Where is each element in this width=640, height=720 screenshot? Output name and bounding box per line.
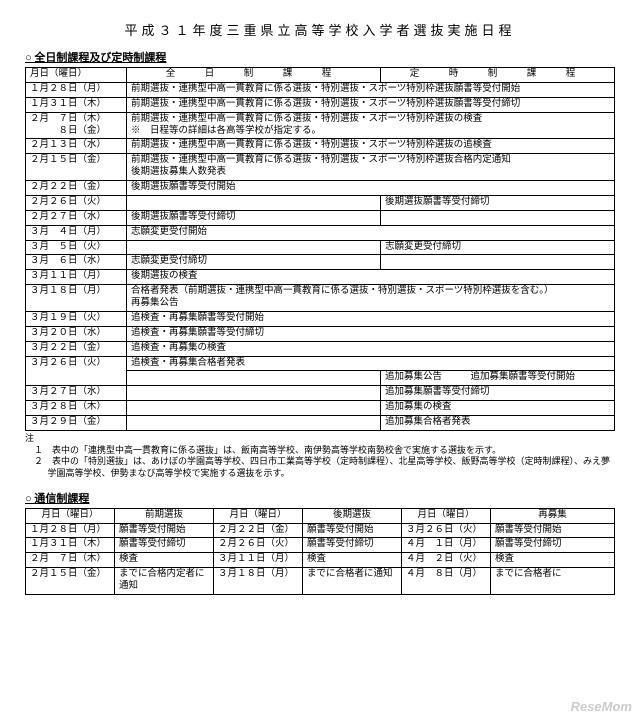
content-cell: 後期選抜の検査 xyxy=(127,270,615,285)
content-cell: 追加募集の検査 xyxy=(381,401,615,416)
content-cell: 願書等受付開始 xyxy=(303,523,402,538)
content-cell: 願書等受付開始 xyxy=(491,523,615,538)
content-cell: 合格者発表（前期選抜・連携型中高一貫教育に係る選抜・特別選抜・スポーツ特別枠選抜… xyxy=(127,285,615,312)
content-cell: 前期選抜・連携型中高一貫教育に係る選抜・特別選抜・スポーツ特別枠選抜の検査 ※ … xyxy=(127,112,615,139)
date-cell: ２月２６日（火） xyxy=(26,195,127,210)
date-cell: ３月２７日（水） xyxy=(26,386,127,401)
col-date: 月日（曜日） xyxy=(26,508,115,523)
date-cell: ３月１９日（火） xyxy=(26,311,127,326)
content-cell xyxy=(127,371,381,386)
date-cell: ２月１５日（金） xyxy=(26,568,115,595)
content-cell: 願書等受付開始 xyxy=(115,523,214,538)
content-cell: までに合格者に xyxy=(491,568,615,595)
col-fulltime: 全 日 制 課 程 xyxy=(127,68,381,83)
date-cell: ４月 １日（月） xyxy=(402,538,491,553)
content-cell xyxy=(127,386,381,401)
content-cell xyxy=(127,401,381,416)
date-cell: ３月 ５日（火） xyxy=(26,240,127,255)
content-cell: までに合格者に通知 xyxy=(303,568,402,595)
col-kouki: 後期選抜 xyxy=(303,508,402,523)
content-cell xyxy=(381,255,615,270)
content-cell: 検査 xyxy=(115,553,214,568)
content-cell: 検査 xyxy=(491,553,615,568)
col-date: 月日（曜日） xyxy=(402,508,491,523)
date-cell: ４月 ８日（月） xyxy=(402,568,491,595)
content-cell: 志願変更受付開始 xyxy=(127,225,615,240)
date-cell: ３月 ４日（月） xyxy=(26,225,127,240)
content-cell: 追検査・再募集合格者発表 xyxy=(127,356,615,371)
content-cell xyxy=(127,195,381,210)
content-cell: 志願変更受付締切 xyxy=(127,255,381,270)
section1-heading: 全日制課程及び定時制課程 xyxy=(25,49,615,65)
notes-block: 注 １ 表中の「連携型中高一貫教育に係る選抜」は、飯南高等学校、南伊勢高等学校南… xyxy=(25,433,615,480)
section2-heading: 通信制課程 xyxy=(25,490,615,506)
date-cell: １月３１日（木） xyxy=(26,538,115,553)
content-cell: 後期選抜願書等受付開始 xyxy=(127,181,615,196)
date-cell: ３月１８日（月） xyxy=(214,568,303,595)
date-cell: ３月１８日（月） xyxy=(26,285,127,312)
date-cell: ３月２０日（水） xyxy=(26,326,127,341)
col-saiboshu: 再募集 xyxy=(491,508,615,523)
date-cell: ３月１１日（月） xyxy=(26,270,127,285)
content-cell: 前期選抜・連携型中高一貫教育に係る選抜・特別選抜・スポーツ特別枠選抜願書等受付締… xyxy=(127,97,615,112)
date-cell: ３月 ６日（水） xyxy=(26,255,127,270)
content-cell: 追加募集願書等受付締切 xyxy=(381,386,615,401)
content-cell: 願書等受付締切 xyxy=(491,538,615,553)
page-title: 平成３１年度三重県立高等学校入学者選抜実施日程 xyxy=(25,20,615,39)
date-cell: １月３１日（木） xyxy=(26,97,127,112)
content-cell: 検査 xyxy=(303,553,402,568)
content-cell: 追加募集公告 追加募集願書等受付開始 xyxy=(381,371,615,386)
date-cell: ４月 ２日（火） xyxy=(402,553,491,568)
content-cell: 追検査・再募集願書等受付締切 xyxy=(127,326,615,341)
content-cell: 前期選抜・連携型中高一貫教育に係る選抜・特別選抜・スポーツ特別枠選抜合格内定通知… xyxy=(127,154,615,181)
content-cell: 追検査・再募集の検査 xyxy=(127,341,615,356)
date-cell: ３月２６日（火） xyxy=(26,356,127,386)
content-cell: 志願変更受付締切 xyxy=(381,240,615,255)
content-cell xyxy=(381,210,615,225)
col-parttime: 定 時 制 課 程 xyxy=(381,68,615,83)
col-date: 月日（曜日） xyxy=(26,68,127,83)
content-cell: 後期選抜願書等受付締切 xyxy=(127,210,381,225)
date-cell: ３月２８日（木） xyxy=(26,401,127,416)
note-2: ２ 表中の「特別選抜」は、あけぼの学園高等学校、四日市工業高等学校（定時制課程）… xyxy=(25,456,615,479)
content-cell: 追加募集合格者発表 xyxy=(381,416,615,431)
date-cell: ３月１１日（月） xyxy=(214,553,303,568)
date-cell: ２月２２日（金） xyxy=(26,181,127,196)
date-cell: ２月１３日（水） xyxy=(26,139,127,154)
content-cell: 願書等受付締切 xyxy=(115,538,214,553)
note-head: 注 xyxy=(25,433,615,445)
content-cell: 前期選抜・連携型中高一貫教育に係る選抜・特別選抜・スポーツ特別枠選抜願書等受付開… xyxy=(127,82,615,97)
date-cell: ２月１５日（金） xyxy=(26,154,127,181)
date-cell: ２月２２日（金） xyxy=(214,523,303,538)
date-cell: ２月２６日（火） xyxy=(214,538,303,553)
col-zenki: 前期選抜 xyxy=(115,508,214,523)
content-cell: 後期選抜願書等受付締切 xyxy=(381,195,615,210)
date-cell: ３月２２日（金） xyxy=(26,341,127,356)
date-cell: １月２８日（月） xyxy=(26,82,127,97)
schedule-table-1: 月日（曜日） 全 日 制 課 程 定 時 制 課 程 １月２８日（月）前期選抜・… xyxy=(25,67,615,431)
content-cell: までに合格内定者に通知 xyxy=(115,568,214,595)
date-cell: １月２８日（月） xyxy=(26,523,115,538)
date-cell: ２月 ７日（木） xyxy=(26,553,115,568)
content-cell xyxy=(127,240,381,255)
note-1: １ 表中の「連携型中高一貫教育に係る選抜」は、飯南高等学校、南伊勢高等学校南勢校… xyxy=(25,445,615,457)
date-cell: ３月２９日（金） xyxy=(26,416,127,431)
date-cell: ２月 ７日（木） ８日（金） xyxy=(26,112,127,139)
content-cell: 前期選抜・連携型中高一貫教育に係る選抜・特別選抜・スポーツ特別枠選抜の追検査 xyxy=(127,139,615,154)
content-cell: 追検査・再募集願書等受付開始 xyxy=(127,311,615,326)
date-cell: ２月２７日（水） xyxy=(26,210,127,225)
date-cell: ３月２６日（火） xyxy=(402,523,491,538)
content-cell: 願書等受付締切 xyxy=(303,538,402,553)
schedule-table-2: 月日（曜日） 前期選抜 月日（曜日） 後期選抜 月日（曜日） 再募集 １月２８日… xyxy=(25,508,615,595)
content-cell xyxy=(127,416,381,431)
col-date: 月日（曜日） xyxy=(214,508,303,523)
watermark: ReseMom xyxy=(571,699,632,714)
